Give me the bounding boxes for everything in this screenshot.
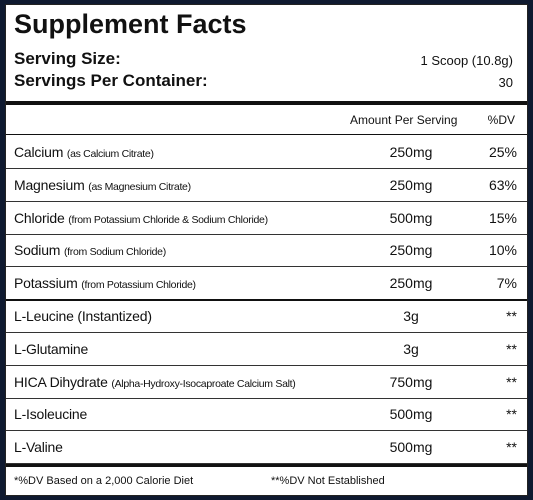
daily-value: 7% xyxy=(496,275,517,292)
nutrient-cell: Potassium (from Potassium Chloride) xyxy=(14,275,196,291)
nutrient-note: (Alpha-Hydroxy-Isocaproate Calcium Salt) xyxy=(111,377,296,390)
amount: 3g xyxy=(403,308,419,324)
nutrient-note: (as Calcium Citrate) xyxy=(66,148,154,160)
nutrient-name: HICA Dihydrate xyxy=(14,373,108,390)
servings-value: 30 xyxy=(498,75,513,90)
table-row: Sodium (from Sodium Chloride) 250mg 10% xyxy=(6,234,527,268)
amount: 750mg xyxy=(389,373,433,390)
serving-size-value: 1 Scoop (10.8g) xyxy=(420,53,513,68)
nutrient-cell: HICA Dihydrate (Alpha-Hydroxy-Isocaproat… xyxy=(14,373,296,390)
nutrient-name: Sodium xyxy=(14,242,61,259)
daily-value: 63% xyxy=(488,176,517,193)
facts-panel: Supplement Facts Serving Size: 1 Scoop (… xyxy=(5,4,528,496)
nutrient-name: Chloride xyxy=(14,209,65,226)
table-row: Magnesium (as Magnesium Citrate) 250mg 63% xyxy=(6,169,527,202)
nutrient-cell: L-Isoleucine xyxy=(14,406,87,422)
nutrient-cell: L-Leucine (Instantized) xyxy=(14,308,152,324)
table-row: L-Valine 500mg ** xyxy=(6,431,527,465)
nutrient-name: L-Glutamine xyxy=(14,340,89,357)
nutrient-name: Magnesium xyxy=(14,176,85,193)
amount: 3g xyxy=(403,340,419,357)
nutrient-cell: L-Glutamine xyxy=(14,341,88,357)
thick-rule xyxy=(6,464,527,467)
nutrient-note: (from Sodium Chloride) xyxy=(63,246,166,259)
table-row: L-Glutamine 3g ** xyxy=(6,333,527,366)
nutrient-cell: Sodium (from Sodium Chloride) xyxy=(14,242,166,258)
nutrient-name: L-Leucine (Instantized) xyxy=(14,308,152,324)
nutrient-name: L-Valine xyxy=(14,439,63,456)
nutrient-name: L-Isoleucine xyxy=(14,406,88,423)
nutrient-note: (from Potassium Chloride) xyxy=(81,279,196,292)
amount: 250mg xyxy=(389,275,433,292)
daily-value: 25% xyxy=(488,144,517,160)
rule xyxy=(6,134,527,135)
table-row: HICA Dihydrate (Alpha-Hydroxy-Isocaproat… xyxy=(6,366,527,399)
daily-value: ** xyxy=(506,439,517,456)
serving-size-label: Serving Size: xyxy=(14,49,121,68)
nutrient-cell: Magnesium (as Magnesium Citrate) xyxy=(14,177,191,193)
daily-value: ** xyxy=(506,308,517,324)
table-row: L-Isoleucine 500mg ** xyxy=(6,398,527,432)
column-header: Amount Per Serving xyxy=(350,113,458,127)
table-row: Chloride (from Potassium Chloride & Sodi… xyxy=(6,202,527,235)
daily-value: ** xyxy=(506,406,517,423)
thick-rule xyxy=(6,101,527,105)
amount: 250mg xyxy=(389,242,433,259)
servings-label: Servings Per Container: xyxy=(14,71,208,90)
daily-value: 15% xyxy=(488,209,517,226)
daily-value: 10% xyxy=(488,242,517,259)
footnote: *%DV Based on a 2,000 Calorie Diet xyxy=(14,475,194,487)
nutrient-cell: Chloride (from Potassium Chloride & Sodi… xyxy=(14,210,268,226)
nutrient-name: Calcium xyxy=(14,144,64,160)
daily-value: ** xyxy=(506,340,517,357)
amount: 500mg xyxy=(389,439,433,456)
daily-value: ** xyxy=(506,373,517,390)
amount: 500mg xyxy=(389,406,433,423)
nutrient-note: (from Potassium Chloride & Sodium Chlori… xyxy=(68,213,268,226)
footnote: **%DV Not Established xyxy=(271,475,385,487)
title: Supplement Facts xyxy=(14,9,247,39)
column-header: %DV xyxy=(487,113,515,127)
table-row: L-Leucine (Instantized) 3g ** xyxy=(6,300,527,333)
nutrient-name: Potassium xyxy=(14,275,78,292)
nutrient-cell: L-Valine xyxy=(14,439,63,455)
table-row: Calcium (as Calcium Citrate) 250mg 25% xyxy=(6,136,527,169)
amount: 500mg xyxy=(389,209,433,226)
nutrient-note: (as Magnesium Citrate) xyxy=(88,180,191,193)
nutrient-cell: Calcium (as Calcium Citrate) xyxy=(14,144,154,160)
table-row: Potassium (from Potassium Chloride) 250mg… xyxy=(6,267,527,302)
amount: 250mg xyxy=(389,144,433,160)
amount: 250mg xyxy=(389,176,433,193)
